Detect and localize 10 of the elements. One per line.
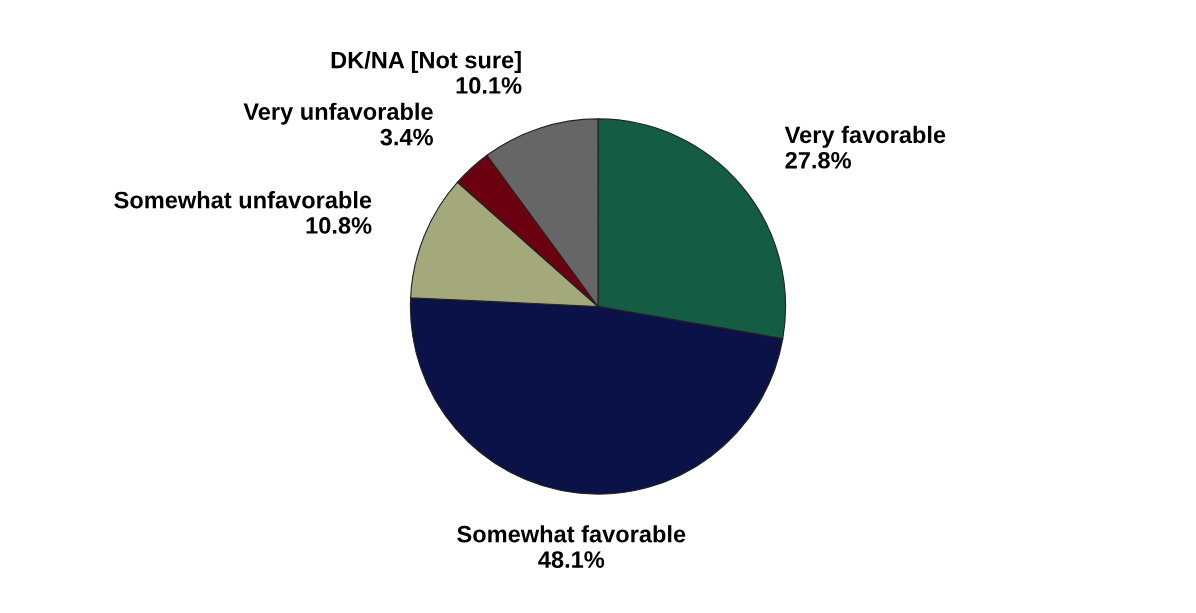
data-label: 48.1% [538,551,605,568]
data-label: 27.8% [785,151,851,169]
slice-label: Very unfavorable [243,102,433,125]
slice-label: Somewhat unfavorable [114,191,372,209]
data-label: 10.8% [306,217,372,234]
slice-label: Very favorable [784,125,946,148]
data-label: 10.1% [456,77,522,94]
slice-label: DK/NA [Not sure] [331,51,521,74]
data-label: 3.4% [380,128,433,146]
slice-label: Somewhat favorable [457,525,686,543]
